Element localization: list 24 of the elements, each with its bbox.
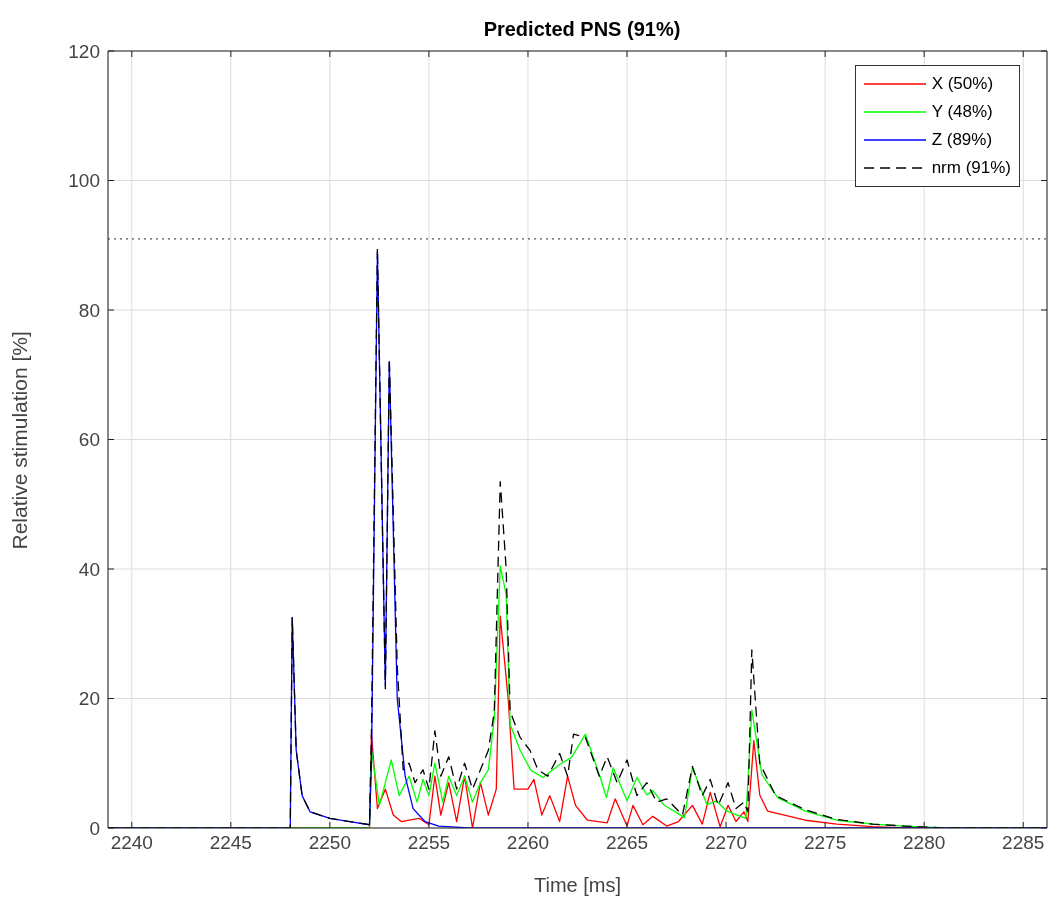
legend-label: Z (89%) — [931, 130, 993, 150]
y-tick-label: 120 — [68, 40, 100, 62]
x-tick-label: 2280 — [903, 832, 946, 854]
x-tick-label: 2245 — [209, 832, 252, 854]
x-tick-label: 2275 — [803, 832, 847, 854]
chart-title: Predicted PNS (91%) — [482, 18, 682, 41]
y-tick-label: 100 — [68, 170, 100, 192]
x-tick-label: 2240 — [110, 832, 153, 854]
x-tick-label: 2265 — [605, 832, 649, 854]
y-tick-label: 80 — [78, 299, 100, 321]
y-tick-label: 0 — [89, 817, 100, 839]
legend-label: nrm (91%) — [931, 158, 1011, 178]
x-tick-label: 2285 — [1002, 832, 1045, 854]
y-tick-label: 60 — [78, 429, 100, 451]
legend-label: X (50%) — [931, 74, 994, 94]
x-tick-label: 2270 — [704, 832, 748, 854]
x-tick-label: 2260 — [506, 832, 550, 854]
x-tick-label: 2250 — [308, 832, 352, 854]
x-tick-label: 2255 — [407, 832, 451, 854]
x-axis-title: Time [ms] — [533, 874, 622, 896]
legend-label: Y (48%) — [931, 102, 993, 122]
y-tick-label: 20 — [78, 688, 100, 710]
y-tick-label: 40 — [78, 558, 100, 580]
y-axis-title: Relative stimulation [%] — [8, 331, 32, 550]
